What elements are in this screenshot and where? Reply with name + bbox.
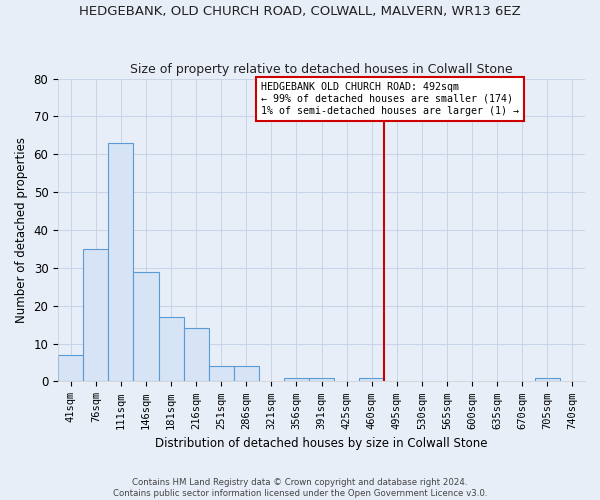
- Bar: [184, 328, 209, 382]
- Bar: [158, 317, 184, 382]
- Bar: [234, 366, 259, 382]
- Y-axis label: Number of detached properties: Number of detached properties: [15, 137, 28, 323]
- Bar: [359, 378, 384, 382]
- Bar: [109, 143, 133, 382]
- Text: Contains HM Land Registry data © Crown copyright and database right 2024.
Contai: Contains HM Land Registry data © Crown c…: [113, 478, 487, 498]
- X-axis label: Distribution of detached houses by size in Colwall Stone: Distribution of detached houses by size …: [155, 437, 488, 450]
- Bar: [209, 366, 234, 382]
- Bar: [58, 355, 83, 382]
- Title: Size of property relative to detached houses in Colwall Stone: Size of property relative to detached ho…: [130, 63, 513, 76]
- Bar: [309, 378, 334, 382]
- Text: HEDGEBANK OLD CHURCH ROAD: 492sqm
← 99% of detached houses are smaller (174)
1% : HEDGEBANK OLD CHURCH ROAD: 492sqm ← 99% …: [262, 82, 520, 116]
- Bar: [133, 272, 158, 382]
- Bar: [284, 378, 309, 382]
- Text: HEDGEBANK, OLD CHURCH ROAD, COLWALL, MALVERN, WR13 6EZ: HEDGEBANK, OLD CHURCH ROAD, COLWALL, MAL…: [79, 5, 521, 18]
- Bar: [535, 378, 560, 382]
- Bar: [83, 249, 109, 382]
